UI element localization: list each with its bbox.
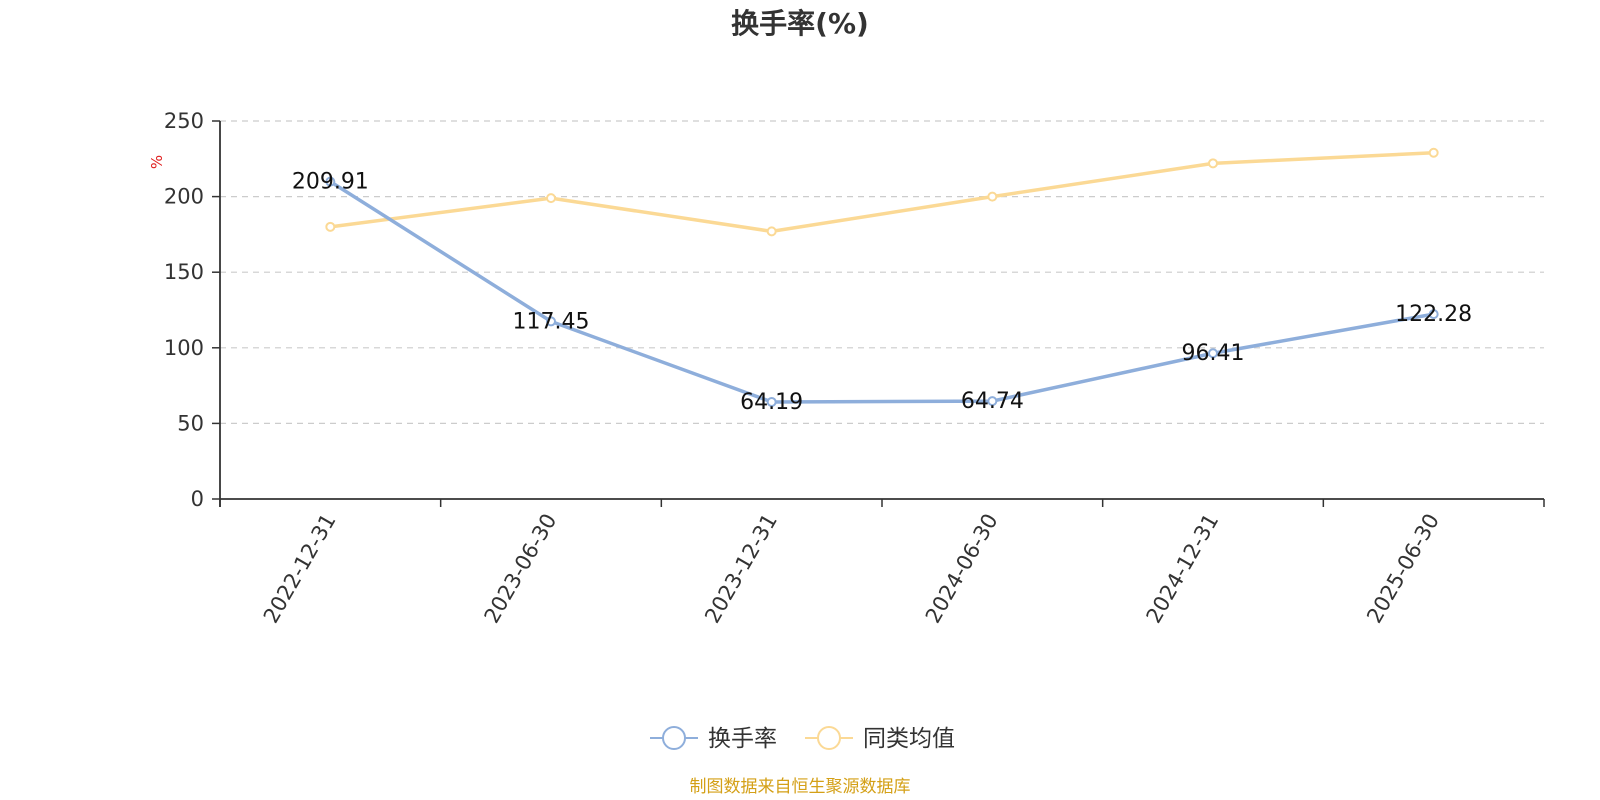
data-point-0 (325, 176, 336, 187)
data-point-0 (766, 396, 777, 407)
y-tick-label: 100 (164, 336, 204, 360)
data-point-1 (987, 191, 998, 202)
data-label: 209.91 (292, 170, 369, 195)
data-point-1 (1428, 147, 1439, 158)
series-line-1 (328, 151, 1436, 234)
data-points (325, 147, 1439, 407)
data-point-1 (546, 193, 556, 204)
data-point-1 (1208, 158, 1218, 169)
legend-label: 换手率 (708, 726, 777, 752)
series-lines (328, 151, 1436, 404)
x-tick-label: 2023-06-30 (480, 510, 562, 628)
x-tick-label: 2023-12-31 (700, 510, 782, 628)
data-point-1 (325, 221, 336, 232)
data-point-0 (1428, 309, 1439, 320)
data-point-0 (987, 396, 998, 407)
data-label: 64.74 (961, 389, 1024, 414)
axes: 0 50 100 150 200 250 2022-12-31 2023-06-30 2023-… (164, 109, 1545, 628)
y-tick-label: 150 (164, 260, 204, 284)
data-point-0 (546, 316, 556, 327)
x-tick-label: 2024-12-31 (1142, 510, 1224, 628)
source-note: 制图数据来自恒生聚源数据库 (690, 777, 911, 797)
data-labels: 209.91 117.45 64.19 64.74 96.41 122.28 (292, 170, 1472, 415)
legend-marker-icon (662, 726, 686, 750)
data-label: 64.19 (740, 390, 803, 415)
x-tick-label: 2025-06-30 (1362, 510, 1444, 628)
data-label: 122.28 (1395, 302, 1472, 327)
data-label: 117.45 (513, 309, 590, 334)
y-axis-unit-label: % (148, 155, 166, 169)
y-tick-label: 50 (177, 411, 204, 435)
y-tick-label: 200 (164, 185, 204, 209)
data-label: 96.41 (1182, 341, 1245, 366)
data-point-1 (766, 226, 777, 237)
grid-lines (220, 120, 1544, 424)
data-point-0 (1208, 348, 1218, 359)
x-tick-label: 2022-12-31 (259, 510, 341, 628)
y-tick-label: 0 (191, 487, 204, 511)
legend[interactable]: 换手率 同类均值 (650, 726, 955, 752)
y-tick-label: 250 (164, 109, 204, 133)
x-tick-label: 2024-06-30 (921, 509, 1003, 627)
legend-label: 同类均值 (863, 726, 955, 752)
legend-marker-icon (817, 726, 841, 750)
chart-title: 换手率(%) (731, 7, 869, 40)
series-line-0 (328, 179, 1436, 404)
